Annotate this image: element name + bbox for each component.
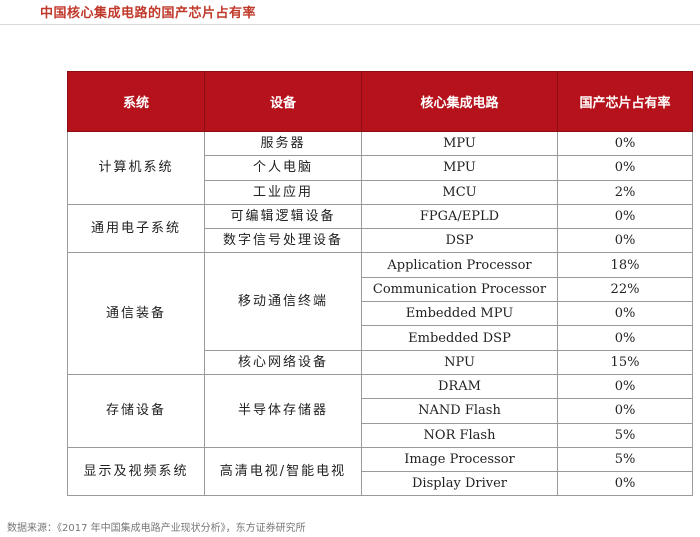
- ic-cell: Image Processor: [361, 446, 558, 473]
- share-cell: 5%: [557, 446, 693, 473]
- table-row: Display Driver 0%: [68, 471, 693, 497]
- table-row: 工业应用 MCU 2%: [68, 179, 693, 205]
- table-row: 数字信号处理设备 DSP 0%: [68, 228, 693, 254]
- share-cell: 0%: [557, 471, 693, 497]
- ic-cell: NPU: [361, 349, 558, 375]
- ic-cell: NAND Flash: [361, 398, 558, 424]
- title-divider: [0, 24, 700, 25]
- share-cell: 0%: [557, 325, 693, 351]
- device-cell: 服务器: [204, 130, 362, 157]
- share-cell: 0%: [557, 228, 693, 254]
- header-system: 系统: [67, 71, 205, 132]
- ic-cell: Embedded DSP: [361, 325, 558, 351]
- ic-cell: DSP: [361, 228, 558, 254]
- table-header-row: 系统 设备 核心集成电路 国产芯片占有率: [67, 71, 693, 132]
- share-cell: 5%: [557, 422, 693, 448]
- share-cell: 0%: [557, 398, 693, 424]
- system-cell: 计算机系统: [67, 131, 205, 205]
- ic-cell: MCU: [361, 179, 558, 205]
- share-cell: 22%: [557, 276, 693, 303]
- table-row: 个人电脑 MPU 0%: [68, 155, 693, 181]
- ic-cell: MPU: [361, 130, 558, 157]
- share-cell: 0%: [557, 130, 693, 157]
- table-row: NOR Flash 5%: [68, 422, 693, 448]
- table-row: Embedded DSP 0%: [68, 325, 693, 351]
- system-cell: 通用电子系统: [67, 203, 205, 254]
- table-row: 通信装备 移动通信终端 Application Processor 18%: [67, 252, 693, 375]
- header-device: 设备: [204, 71, 362, 132]
- ic-cell: DRAM: [361, 373, 558, 400]
- device-cell: 高清电视/智能电视: [204, 446, 362, 497]
- ic-cell: Embedded MPU: [361, 301, 558, 327]
- ic-cell: MPU: [361, 155, 558, 181]
- source-note: 数据来源：《2017 年中国集成电路产业现状分析》，东方证券研究所: [7, 523, 306, 534]
- device-cell: 半导体存储器: [204, 373, 362, 448]
- ic-cell: NOR Flash: [361, 422, 558, 448]
- table-row: 显示及视频系统 高清电视/智能电视 Image Processor 5%: [67, 446, 693, 497]
- table-row: 核心网络设备 NPU 15%: [68, 349, 693, 375]
- share-cell: 0%: [557, 203, 693, 230]
- share-cell: 0%: [557, 155, 693, 181]
- ic-share-table: 系统 设备 核心集成电路 国产芯片占有率 计算机系统 服务器 MPU 0% 个人…: [67, 71, 693, 497]
- share-cell: 0%: [557, 373, 693, 400]
- header-core-ic: 核心集成电路: [361, 71, 558, 132]
- system-cell: 通信装备: [67, 252, 205, 375]
- ic-cell: Application Processor: [361, 252, 558, 278]
- table-row: Embedded MPU 0%: [68, 301, 693, 327]
- header-domestic-share: 国产芯片占有率: [557, 71, 693, 132]
- ic-cell: FPGA/EPLD: [361, 203, 558, 230]
- share-cell: 2%: [557, 179, 693, 205]
- table-row: 计算机系统 服务器 MPU 0%: [67, 130, 693, 205]
- table-row: NAND Flash 0%: [68, 398, 693, 424]
- ic-cell: Communication Processor: [361, 276, 558, 303]
- share-cell: 15%: [557, 349, 693, 375]
- table-row: 通用电子系统 可编辑逻辑设备 FPGA/EPLD 0%: [67, 203, 693, 254]
- device-cell: 个人电脑: [204, 155, 362, 181]
- device-cell: 核心网络设备: [204, 349, 362, 375]
- share-cell: 18%: [557, 252, 693, 278]
- share-cell: 0%: [557, 301, 693, 327]
- system-cell: 显示及视频系统: [67, 446, 205, 497]
- device-cell: 可编辑逻辑设备: [204, 203, 362, 230]
- ic-cell: Display Driver: [361, 471, 558, 497]
- table-row: 存储设备 半导体存储器 DRAM 0%: [67, 373, 693, 448]
- device-cell: 工业应用: [204, 179, 362, 205]
- system-cell: 存储设备: [67, 373, 205, 448]
- table-row: Communication Processor 22%: [68, 276, 693, 303]
- device-cell: 数字信号处理设备: [204, 228, 362, 254]
- device-cell: 移动通信终端: [204, 252, 362, 351]
- page-title: 中国核心集成电路的国产芯片占有率: [40, 6, 257, 21]
